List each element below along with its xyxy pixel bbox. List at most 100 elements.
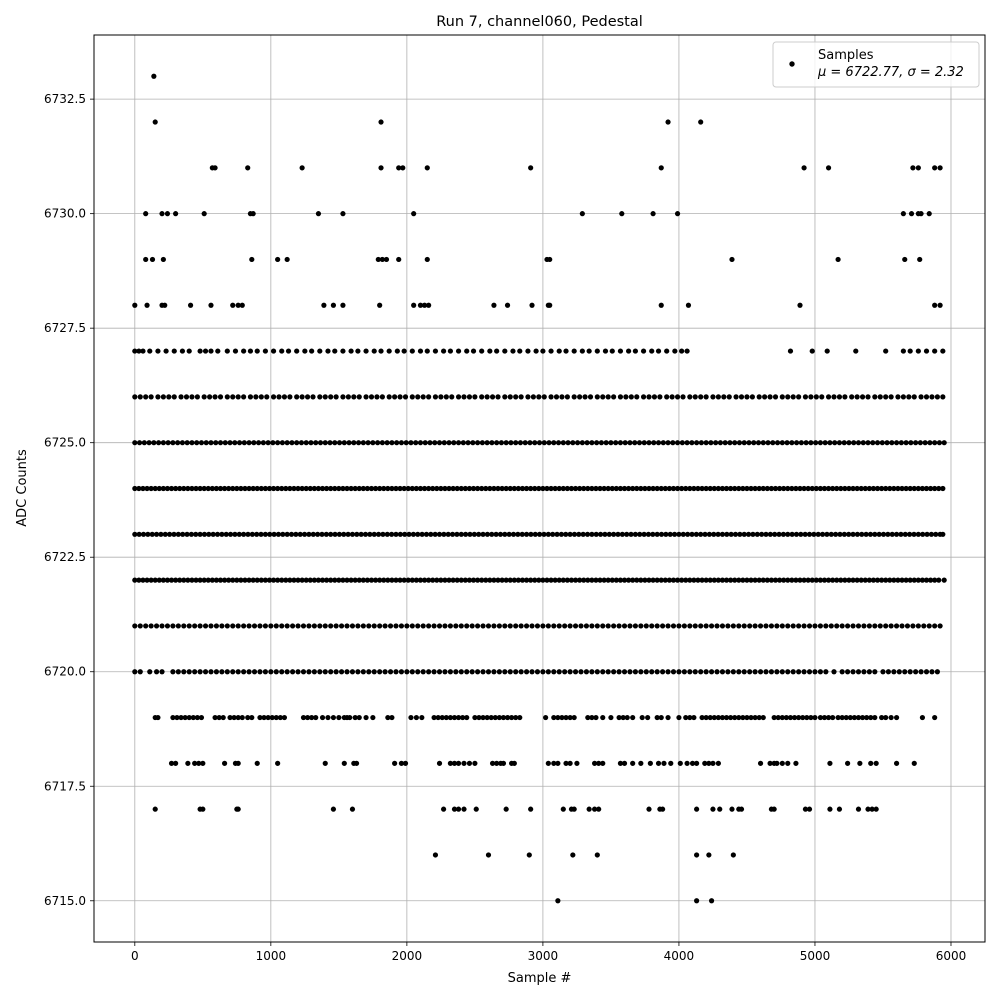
data-point: [785, 760, 791, 766]
data-point: [179, 440, 186, 446]
data-point: [741, 669, 747, 675]
data-point: [315, 577, 322, 583]
data-point: [559, 714, 565, 721]
data-point: [911, 760, 917, 766]
data-point: [346, 440, 352, 446]
data-point: [232, 348, 239, 354]
data-point: [655, 348, 662, 354]
data-point: [523, 485, 530, 492]
data-point: [616, 714, 622, 721]
data-point: [409, 394, 415, 400]
data-point: [602, 531, 608, 537]
data-point: [214, 531, 221, 537]
data-point: [870, 485, 877, 492]
data-point: [628, 394, 634, 400]
data-point: [676, 531, 682, 537]
data-point: [602, 348, 609, 354]
data-point: [728, 714, 734, 721]
data-point: [638, 669, 644, 675]
data-point: [632, 669, 639, 675]
data-point: [422, 440, 428, 446]
data-point: [571, 714, 577, 721]
data-point: [830, 714, 836, 721]
data-point: [803, 440, 809, 446]
data-point: [740, 577, 746, 583]
data-point: [900, 211, 906, 217]
data-point: [162, 302, 168, 308]
x-tick-label: 3000: [528, 949, 559, 963]
data-point: [665, 440, 671, 446]
data-point: [940, 485, 946, 492]
data-point: [620, 714, 626, 721]
data-point: [258, 485, 264, 492]
data-point: [221, 577, 228, 583]
data-point: [752, 485, 758, 492]
data-point: [489, 531, 495, 537]
data-point: [879, 485, 885, 492]
data-point: [924, 531, 930, 537]
data-point: [854, 394, 860, 400]
data-point: [340, 348, 346, 354]
data-point: [872, 394, 878, 400]
data-point: [806, 531, 813, 537]
data-point: [609, 348, 615, 354]
data-point: [932, 302, 938, 308]
data-point: [593, 485, 599, 492]
data-point: [217, 394, 224, 400]
data-point: [270, 577, 277, 583]
data-point: [850, 485, 856, 492]
data-point: [756, 394, 762, 400]
data-point: [609, 485, 615, 492]
data-point: [683, 577, 689, 583]
data-point: [443, 394, 449, 400]
data-point: [670, 485, 677, 492]
data-point: [156, 577, 162, 583]
data-point: [823, 623, 829, 629]
data-point: [825, 577, 832, 583]
data-point: [167, 531, 173, 537]
data-point: [689, 440, 695, 446]
data-point: [817, 440, 824, 446]
data-point: [504, 714, 511, 721]
data-point: [527, 440, 533, 446]
data-point: [284, 440, 290, 446]
data-point: [893, 440, 900, 446]
data-point: [793, 485, 799, 492]
data-point: [182, 714, 188, 721]
data-point: [344, 485, 350, 492]
data-point: [819, 394, 825, 400]
data-point: [533, 348, 539, 354]
data-point: [736, 714, 742, 721]
data-point: [336, 714, 342, 721]
data-point: [455, 760, 462, 766]
data-point: [442, 623, 448, 629]
data-point: [219, 669, 225, 675]
data-point: [295, 577, 301, 583]
data-point: [213, 485, 220, 492]
data-point: [299, 165, 305, 171]
data-point: [600, 669, 606, 675]
data-point: [224, 348, 230, 354]
data-point: [558, 531, 565, 537]
data-point: [813, 440, 819, 446]
data-point: [821, 485, 828, 492]
data-point: [580, 531, 586, 537]
data-point: [926, 211, 932, 217]
data-point: [823, 669, 829, 675]
data-point: [684, 440, 690, 446]
data-point: [311, 577, 317, 583]
data-point: [568, 485, 575, 492]
data-point: [654, 623, 660, 629]
data-point: [900, 348, 906, 354]
data-point: [536, 394, 542, 400]
data-point: [484, 394, 490, 400]
data-point: [480, 531, 486, 537]
data-point: [563, 348, 569, 354]
data-point: [181, 577, 187, 583]
data-point: [789, 577, 795, 583]
data-point: [299, 394, 305, 400]
data-point: [441, 440, 447, 446]
data-point: [861, 623, 867, 629]
data-point: [589, 714, 595, 721]
data-point: [600, 394, 606, 400]
